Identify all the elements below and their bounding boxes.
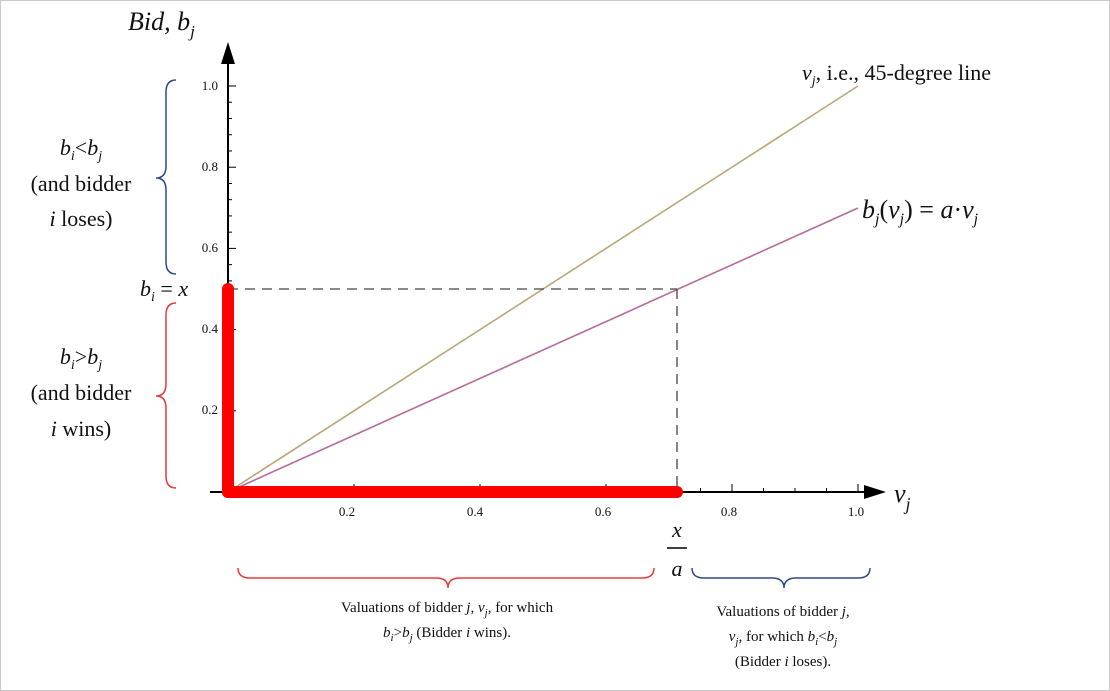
y-axis-arrowhead bbox=[221, 42, 235, 64]
fraction-numerator: x bbox=[671, 517, 682, 542]
lower-annotation-line3: i wins) bbox=[51, 416, 112, 441]
highlight-segments bbox=[222, 283, 683, 498]
upper-annotation-line2: (and bidder bbox=[31, 171, 132, 196]
x-tick-label: 1.0 bbox=[848, 504, 864, 519]
fraction-denominator: a bbox=[672, 556, 683, 581]
x-axis-title: vj bbox=[894, 479, 911, 514]
x-axis-arrowhead bbox=[864, 485, 886, 499]
bottom-left-line2: bi>bj (Bidder i wins). bbox=[383, 625, 511, 644]
blue-brace-left bbox=[155, 79, 177, 275]
y-tick-label: 0.2 bbox=[202, 402, 218, 417]
x-tick-label: 0.6 bbox=[595, 504, 612, 519]
lower-left-annotation: bi>bj (and bidder i wins) bbox=[31, 344, 132, 441]
y-axis-title: Bid, bj bbox=[128, 7, 195, 41]
x-over-a-fraction: x a bbox=[667, 517, 687, 581]
blue-brace-bottom bbox=[691, 567, 871, 589]
red-brace-bottom bbox=[237, 567, 655, 589]
bottom-left-line1: Valuations of bidder j, vj, for which bbox=[341, 600, 554, 619]
bi-equals-x-label: bi = x bbox=[140, 276, 188, 305]
x-tick-label: 0.4 bbox=[467, 504, 484, 519]
bid-function-label: bj(vj) = a·vj bbox=[862, 195, 979, 228]
upper-left-annotation: bi<bj (and bidder i loses) bbox=[31, 135, 132, 231]
y-tick-label: 0.4 bbox=[202, 321, 219, 336]
bid-function-line bbox=[227, 207, 859, 493]
y-tick-label: 0.8 bbox=[202, 159, 218, 174]
bottom-right-annotation: Valuations of bidder j, vj, for which bi… bbox=[716, 604, 849, 670]
x-tick-label: 0.2 bbox=[339, 504, 355, 519]
bottom-right-line3: (Bidder i loses). bbox=[735, 654, 831, 670]
lower-annotation-line2: (and bidder bbox=[31, 380, 132, 405]
y-tick-label: 1.0 bbox=[202, 78, 218, 93]
x-tick-labels: 0.2 0.4 0.6 0.8 1.0 bbox=[339, 504, 864, 519]
x-tick-label: 0.8 bbox=[721, 504, 737, 519]
dashed-guides bbox=[228, 288, 678, 492]
bottom-left-annotation: Valuations of bidder j, vj, for which bi… bbox=[341, 600, 554, 644]
axes bbox=[210, 60, 868, 493]
y-tick-labels: 0.2 0.4 0.6 0.8 1.0 bbox=[202, 78, 219, 417]
red-brace-left bbox=[155, 302, 177, 489]
upper-annotation-line1: bi<bj bbox=[60, 135, 102, 164]
y-tick-label: 0.6 bbox=[202, 240, 219, 255]
diagonal-label: vj, i.e., 45-degree line bbox=[802, 60, 991, 89]
lower-annotation-line1: bi>bj bbox=[60, 344, 102, 373]
bottom-right-line1: Valuations of bidder j, bbox=[716, 604, 849, 620]
bottom-right-line2: vj, for which bi<bj bbox=[729, 629, 837, 648]
upper-annotation-line3: i loses) bbox=[50, 206, 113, 231]
